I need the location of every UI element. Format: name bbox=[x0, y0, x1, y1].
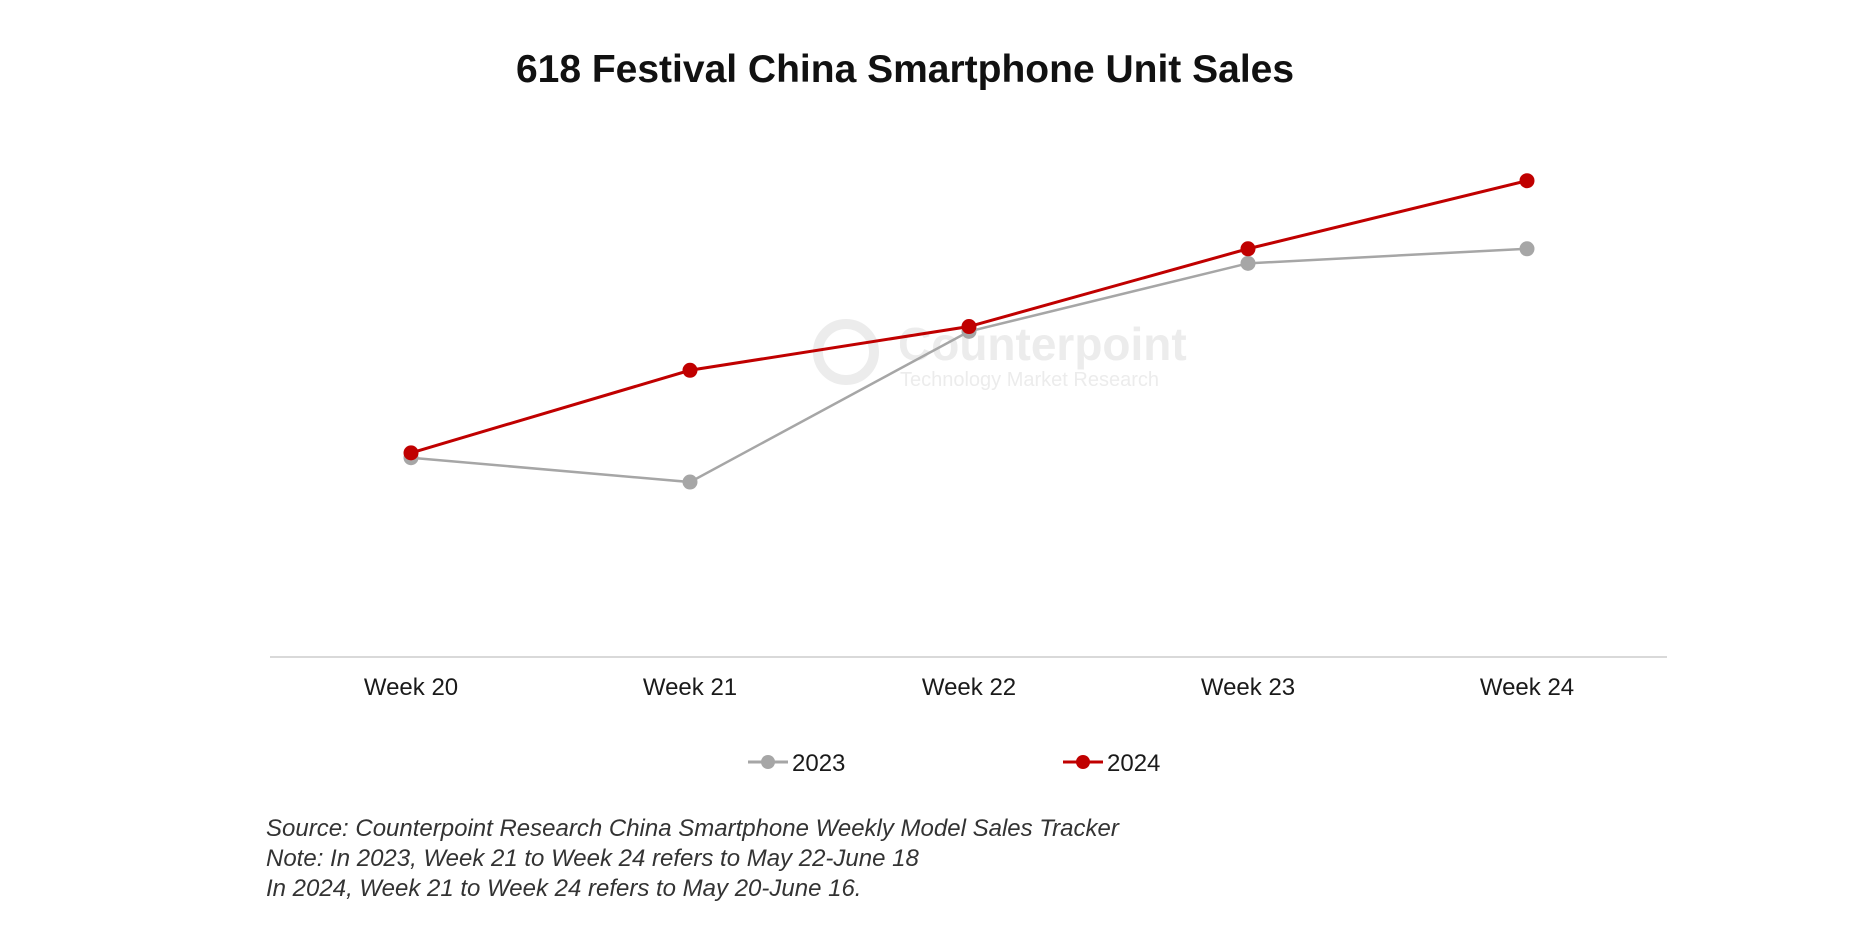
note-2023: Note: In 2023, Week 21 to Week 24 refers… bbox=[266, 845, 919, 872]
watermark-tagline: Technology Market Research bbox=[900, 369, 1159, 391]
series-2024 bbox=[403, 173, 1535, 461]
legend-label: 2023 bbox=[792, 750, 845, 777]
series-line-2024 bbox=[410, 179, 1528, 455]
watermark-logo: Counterpoint Technology Market Research bbox=[813, 318, 1187, 391]
watermark-brand: Counterpoint bbox=[898, 318, 1187, 370]
footnotes: Source: Counterpoint Research China Smar… bbox=[266, 814, 1119, 904]
data-point-2023-4 bbox=[1240, 255, 1256, 271]
watermark-logo-icon bbox=[813, 319, 879, 385]
legend-swatch-marker bbox=[1076, 755, 1090, 769]
data-point-2024-3 bbox=[961, 319, 977, 335]
data-point-2023-2 bbox=[682, 474, 698, 490]
data-point-2023-5 bbox=[1519, 241, 1535, 257]
x-tick-label: Week 24 bbox=[1480, 674, 1574, 701]
legend-swatch-marker bbox=[761, 755, 775, 769]
x-tick-label: Week 20 bbox=[364, 674, 458, 701]
data-point-2024-5 bbox=[1519, 173, 1535, 189]
legend-label: 2024 bbox=[1107, 750, 1160, 777]
legend-item-2024: 2024 bbox=[1063, 750, 1160, 777]
x-tick-label: Week 21 bbox=[643, 674, 737, 701]
x-tick-labels: Week 20 Week 21 Week 22 Week 23 Week 24 bbox=[364, 674, 1574, 701]
chart-title: 618 Festival China Smartphone Unit Sales bbox=[515, 48, 1295, 91]
legend: 2023 2024 bbox=[748, 750, 1160, 777]
legend-item-2023: 2023 bbox=[748, 750, 845, 777]
data-point-2024-1 bbox=[403, 445, 419, 461]
data-point-2024-2 bbox=[682, 362, 698, 378]
x-tick-label: Week 23 bbox=[1201, 674, 1295, 701]
note-2024: In 2024, Week 21 to Week 24 refers to Ma… bbox=[266, 875, 862, 902]
data-point-2024-4 bbox=[1240, 241, 1256, 257]
source-note: Source: Counterpoint Research China Smar… bbox=[266, 815, 1119, 842]
x-tick-label: Week 22 bbox=[922, 674, 1016, 701]
series-layer bbox=[403, 173, 1535, 490]
